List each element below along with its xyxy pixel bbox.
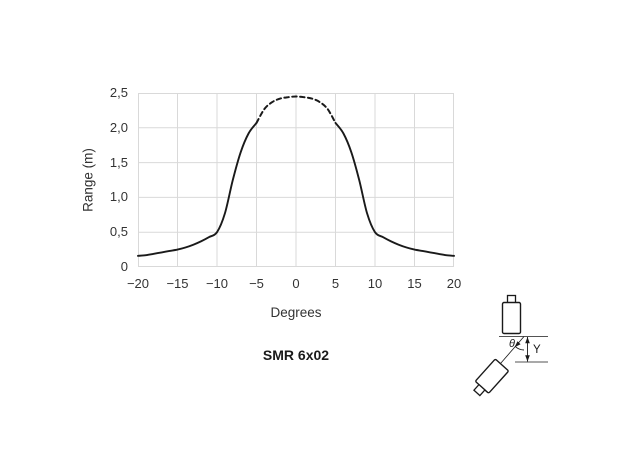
x-tick-label: 5 <box>331 276 340 291</box>
chart-title: SMR 6x02 <box>262 347 330 363</box>
x-tick-label: 20 <box>446 276 462 291</box>
y-tick-label: 0 <box>120 259 128 274</box>
tilted-sensor-graphic <box>473 358 509 397</box>
y-tick-label: 1,5 <box>109 154 128 170</box>
range-curve-beam-left-solid <box>137 121 258 257</box>
dimension-arrow-up <box>525 337 530 344</box>
sensor-orientation-diagram: θ Y <box>473 294 548 397</box>
y-tick-label: 1,0 <box>109 189 128 205</box>
x-tick-label: −5 <box>249 276 264 291</box>
x-axis-title: Degrees <box>270 305 322 320</box>
angle-theta-label: θ <box>509 338 515 350</box>
reference-sensor-graphic <box>501 294 522 335</box>
angle-arc-arrow <box>514 341 525 351</box>
sensor-axis-line <box>500 336 525 364</box>
x-tick-label: 10 <box>367 276 383 291</box>
range-curve-beam-right-solid <box>334 121 455 257</box>
y-tick-label: 0,5 <box>109 224 128 240</box>
plot-border <box>138 93 454 267</box>
x-tick-label: 0 <box>292 276 300 291</box>
reference-sensor-body <box>501 301 522 335</box>
offset-y-label: Y <box>533 344 541 356</box>
y-tick-label: 2,5 <box>109 85 128 100</box>
range-vs-degrees-plot <box>137 93 455 267</box>
dimension-arrow-down <box>525 355 530 362</box>
y-dimension-line <box>525 337 530 362</box>
x-tick-label: −10 <box>205 276 229 291</box>
x-tick-label: 15 <box>407 276 422 291</box>
x-tick-label: −15 <box>166 276 189 291</box>
y-tick-label: 2,0 <box>109 119 128 135</box>
x-tick-label: −20 <box>126 276 150 291</box>
range-curve-beam-peak-dashed <box>255 95 337 124</box>
tilted-sensor-connector <box>473 383 486 397</box>
